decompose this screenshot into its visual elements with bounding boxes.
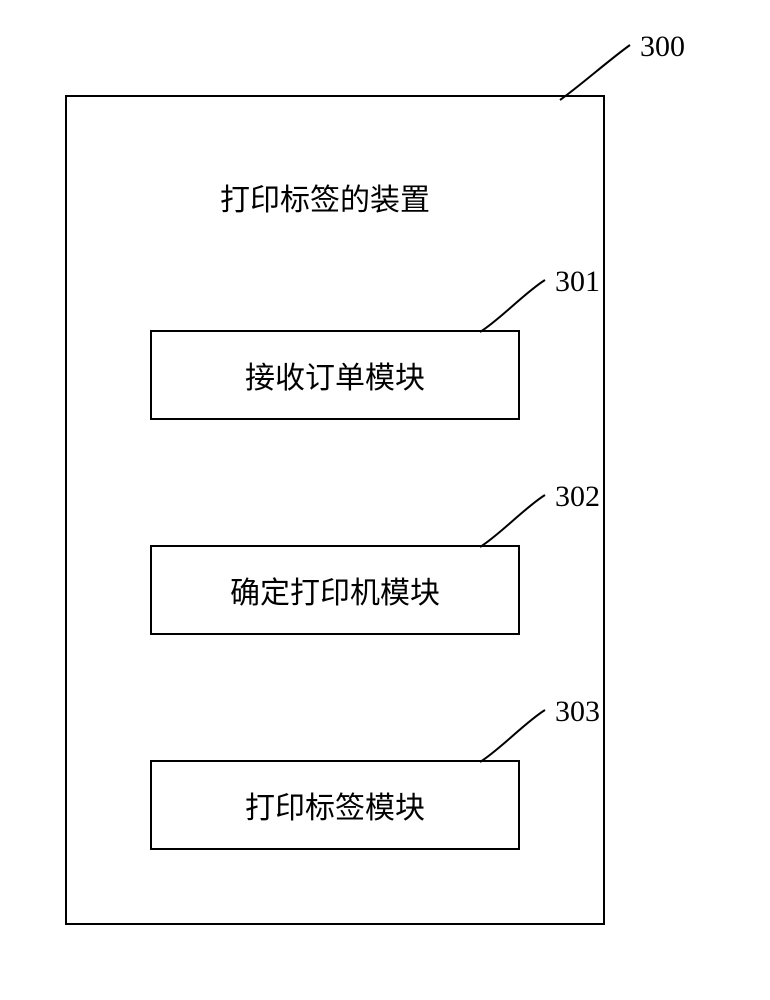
module-callout (0, 0, 770, 1000)
